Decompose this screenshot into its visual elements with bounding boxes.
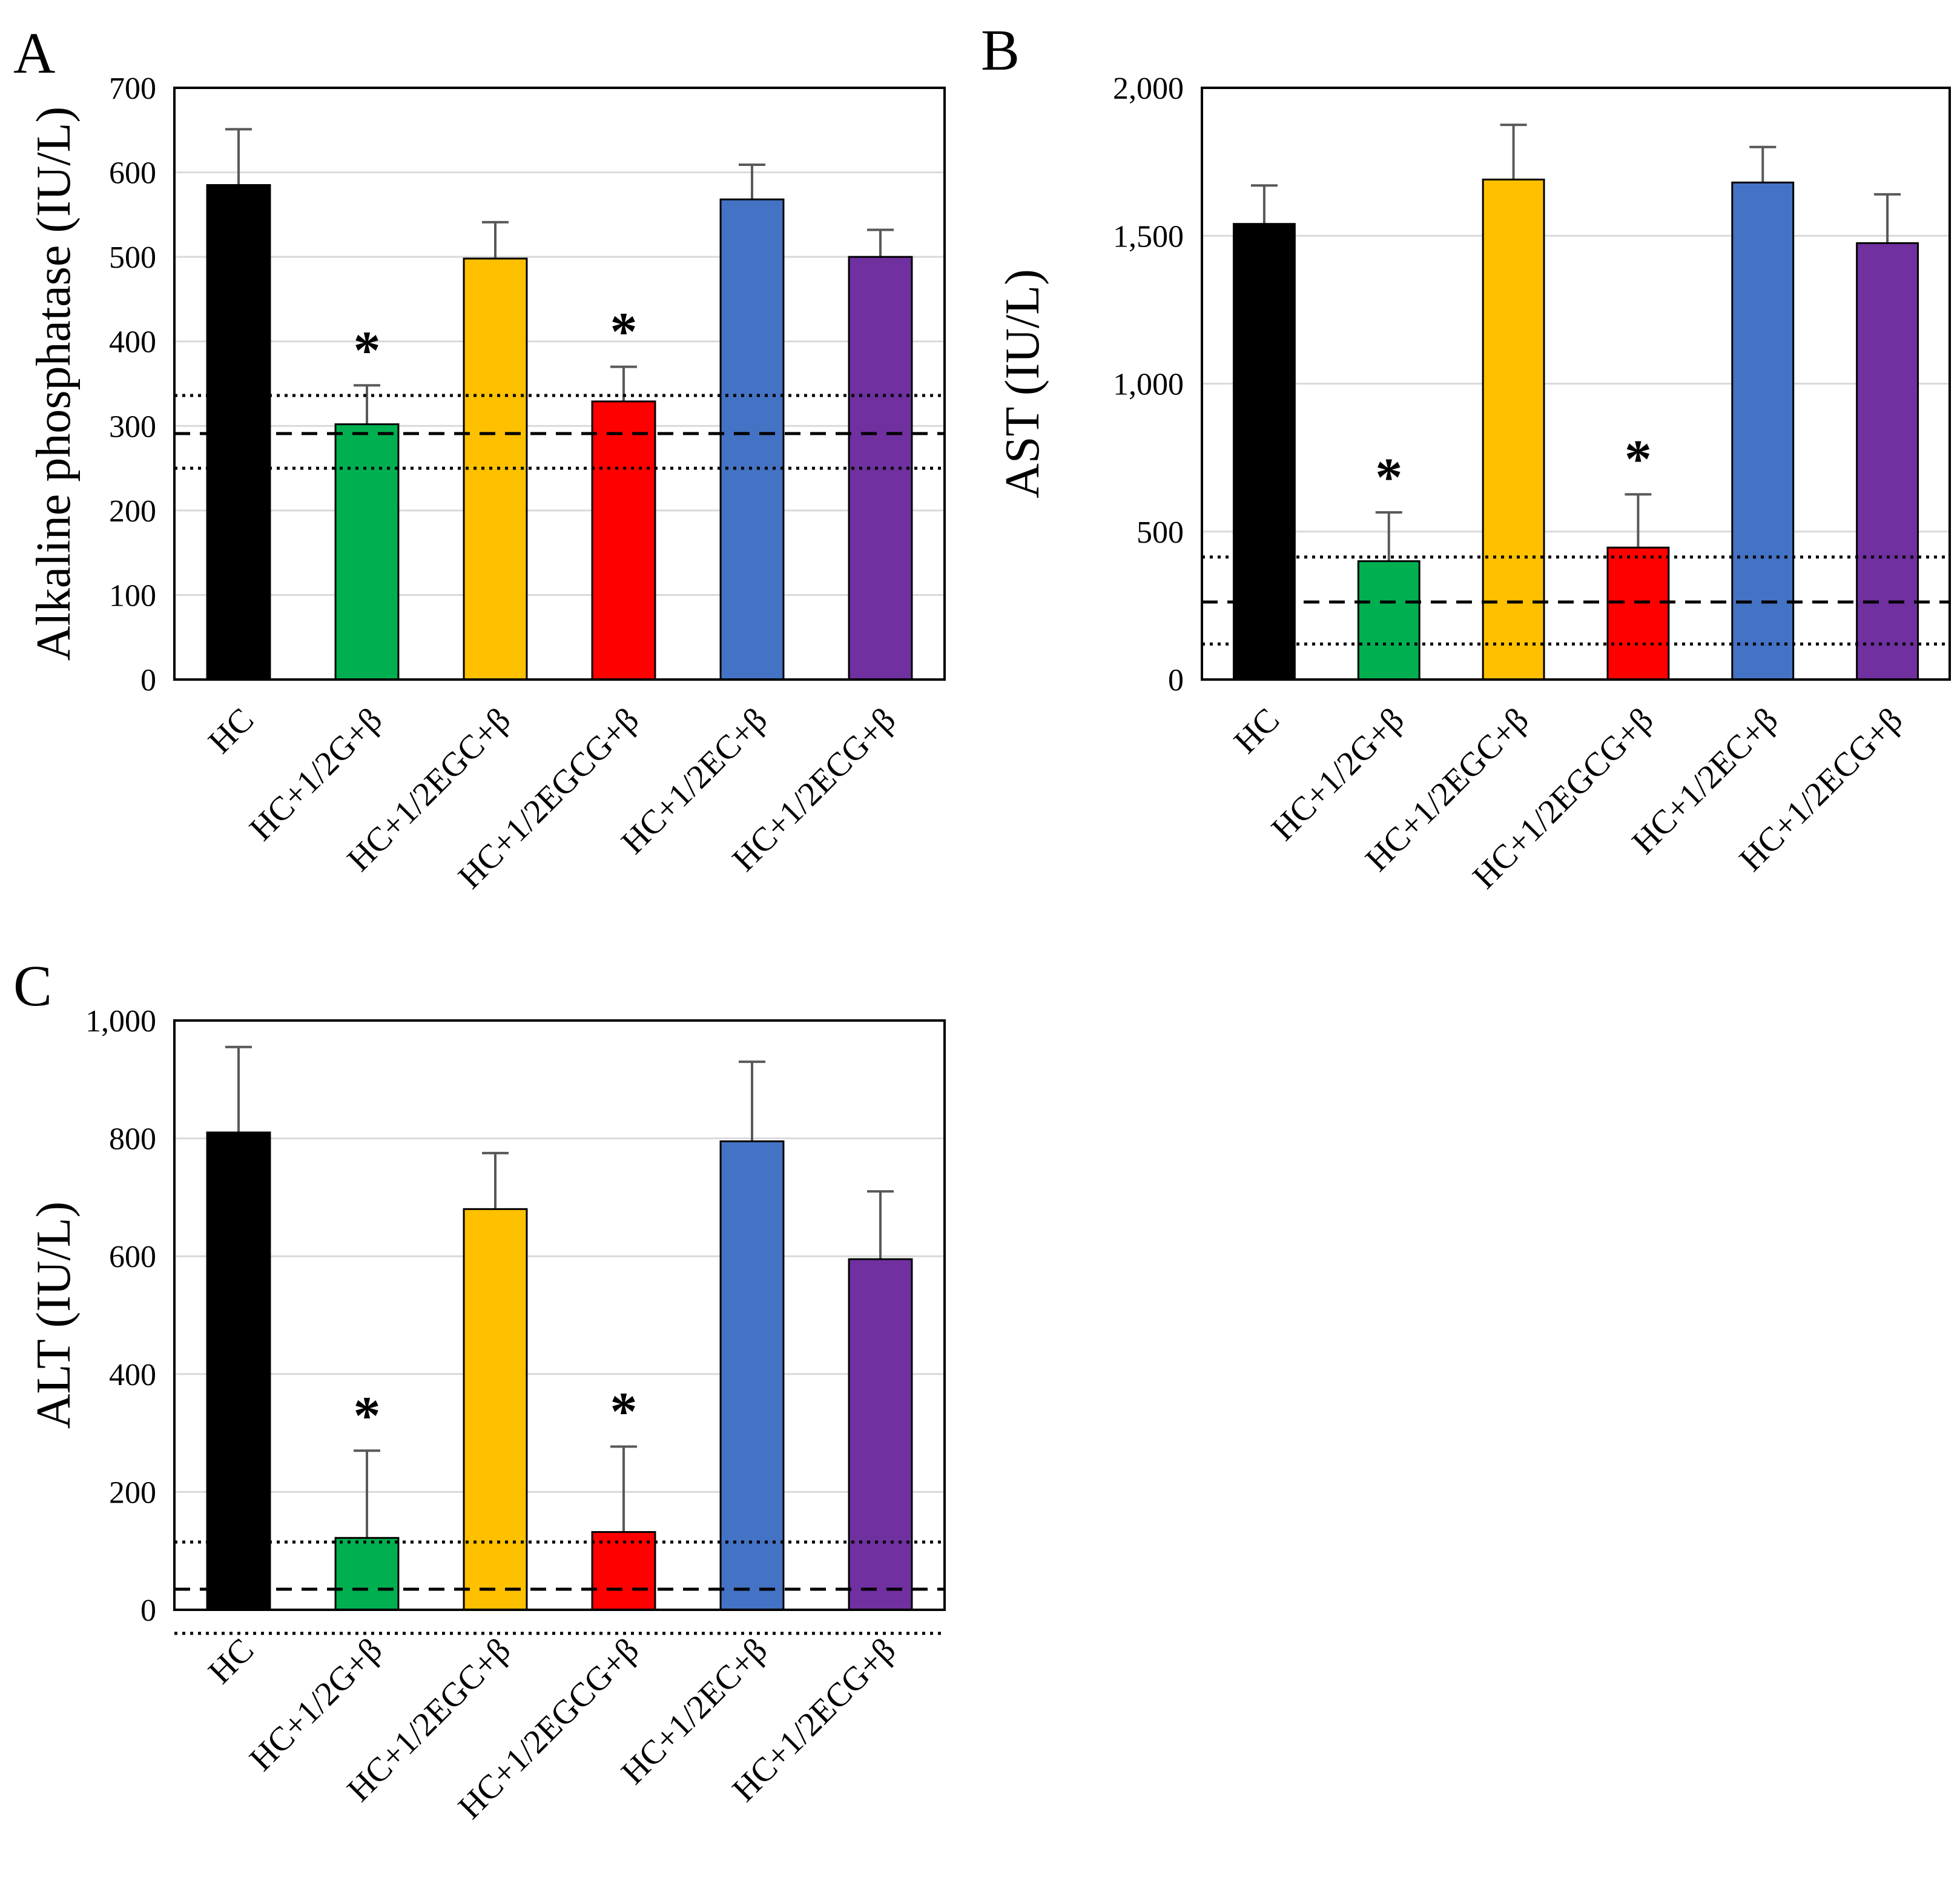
bar (848, 256, 913, 681)
bar (591, 1531, 656, 1611)
bar (334, 1537, 400, 1611)
significance-marker: * (354, 320, 381, 380)
plot-frame (173, 1019, 946, 1611)
y-tick-label: 500 (1137, 515, 1184, 550)
y-tick-label: 800 (109, 1122, 156, 1157)
bar (1731, 181, 1795, 681)
y-tick-label: 0 (140, 1593, 156, 1628)
y-tick-label: 1,000 (85, 1004, 156, 1039)
significance-marker: * (354, 1386, 381, 1446)
plot-frame (1201, 87, 1951, 681)
bar (1232, 223, 1296, 681)
bar (1856, 242, 1919, 681)
x-tick-label: HC (1227, 701, 1287, 761)
y-tick-label: 400 (109, 1358, 156, 1392)
panel-letter: A (13, 21, 55, 85)
significance-marker: * (610, 1381, 638, 1441)
bar (848, 1258, 913, 1611)
bar (463, 1208, 528, 1611)
bar (206, 1131, 271, 1611)
bar (719, 1140, 785, 1611)
y-axis-label: ALT (IU/L) (27, 1202, 81, 1429)
y-tick-label: 500 (109, 240, 156, 275)
bar (1606, 546, 1670, 681)
y-tick-label: 0 (1168, 663, 1184, 698)
x-tick-label: HC (201, 701, 261, 761)
bar (591, 400, 656, 681)
significance-marker: * (610, 302, 638, 362)
bar (1482, 178, 1545, 681)
bar (463, 257, 528, 681)
chart-panel-a: A 0 100 200 300 400 500 600 700 Alkaline phosphat… (13, 21, 946, 896)
x-tick-label: HC (201, 1631, 261, 1691)
y-tick-label: 400 (109, 325, 156, 360)
y-tick-label: 0 (140, 663, 156, 698)
significance-marker: * (1625, 429, 1652, 489)
bar (719, 198, 785, 681)
bar (334, 423, 400, 681)
y-tick-label: 200 (109, 494, 156, 529)
y-tick-label: 200 (109, 1475, 156, 1510)
y-tick-label: 600 (109, 156, 156, 191)
plot-frame (173, 87, 946, 681)
y-tick-label: 100 (109, 578, 156, 613)
y-tick-label: 300 (109, 409, 156, 444)
y-tick-label: 700 (109, 71, 156, 106)
significance-marker: * (1375, 448, 1402, 508)
y-axis-label: AST (IU/L) (996, 269, 1049, 498)
y-axis-label: Alkaline phosphatase (IU/L) (27, 107, 81, 661)
bar (1357, 560, 1421, 681)
y-tick-label: 1,500 (1113, 219, 1184, 254)
y-tick-label: 1,000 (1113, 368, 1184, 402)
panel-letter: B (981, 18, 1020, 82)
y-tick-label: 2,000 (1113, 71, 1184, 106)
y-tick-label: 600 (109, 1240, 156, 1274)
panel-letter: C (13, 953, 52, 1018)
